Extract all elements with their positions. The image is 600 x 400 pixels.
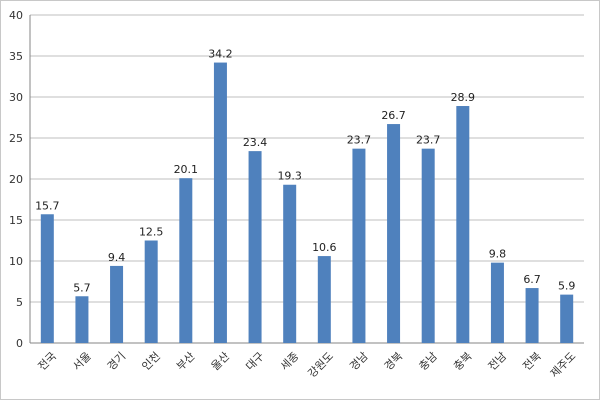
x-tick-label: 부산 (174, 350, 198, 374)
data-label: 5.7 (73, 281, 91, 294)
bar (352, 148, 366, 343)
data-label: 26.7 (381, 109, 406, 122)
data-label: 20.1 (174, 163, 199, 176)
data-label: 12.5 (139, 226, 164, 239)
data-label: 34.2 (208, 48, 233, 61)
bar (317, 256, 331, 343)
bar (75, 296, 89, 343)
y-tick-label: 25 (9, 132, 23, 145)
y-tick-label: 30 (9, 91, 23, 104)
data-label: 28.9 (451, 91, 476, 104)
x-tick-label: 경기 (105, 350, 129, 374)
data-label: 23.4 (243, 136, 268, 149)
bar (144, 240, 158, 343)
bar (560, 294, 574, 343)
data-label: 23.7 (347, 134, 372, 147)
y-tick-label: 15 (9, 214, 23, 227)
y-tick-label: 0 (16, 337, 23, 350)
bar (110, 265, 124, 343)
data-label: 23.7 (416, 134, 441, 147)
bar (490, 262, 504, 343)
y-tick-label: 40 (9, 9, 23, 22)
x-tick-label: 세종 (278, 350, 302, 374)
x-tick-label: 경북 (382, 350, 406, 374)
x-tick-label: 경남 (347, 350, 371, 374)
data-label: 9.4 (108, 251, 126, 264)
x-tick-label: 서울 (70, 350, 94, 374)
y-tick-label: 35 (9, 50, 23, 63)
x-tick-label: 제주도 (548, 350, 579, 381)
x-tick-label: 인천 (139, 349, 163, 373)
x-tick-label: 강원도 (305, 350, 336, 381)
bar (283, 184, 297, 343)
x-tick-label: 울산 (209, 350, 233, 374)
data-label: 6.7 (523, 273, 541, 286)
bar (40, 214, 54, 343)
y-tick-label: 5 (16, 296, 23, 309)
bar (525, 288, 539, 343)
data-label: 10.6 (312, 241, 337, 254)
bar (248, 151, 262, 343)
bar (179, 178, 193, 343)
bar (213, 62, 227, 344)
x-tick-label: 충남 (416, 350, 440, 374)
data-label: 9.8 (489, 248, 507, 261)
x-tick-label: 충북 (451, 350, 475, 374)
y-tick-label: 10 (9, 255, 23, 268)
data-label: 5.9 (558, 280, 576, 293)
x-tick-label: 전북 (520, 350, 544, 374)
data-label: 19.3 (277, 170, 302, 183)
x-tick-label: 대구 (243, 350, 267, 374)
x-tick-label: 전남 (486, 350, 510, 374)
bar (387, 124, 401, 343)
bar (456, 106, 470, 344)
x-tick-label: 전국 (36, 350, 60, 374)
bar (421, 148, 435, 343)
y-tick-label: 20 (9, 173, 23, 186)
data-label: 15.7 (35, 199, 60, 212)
